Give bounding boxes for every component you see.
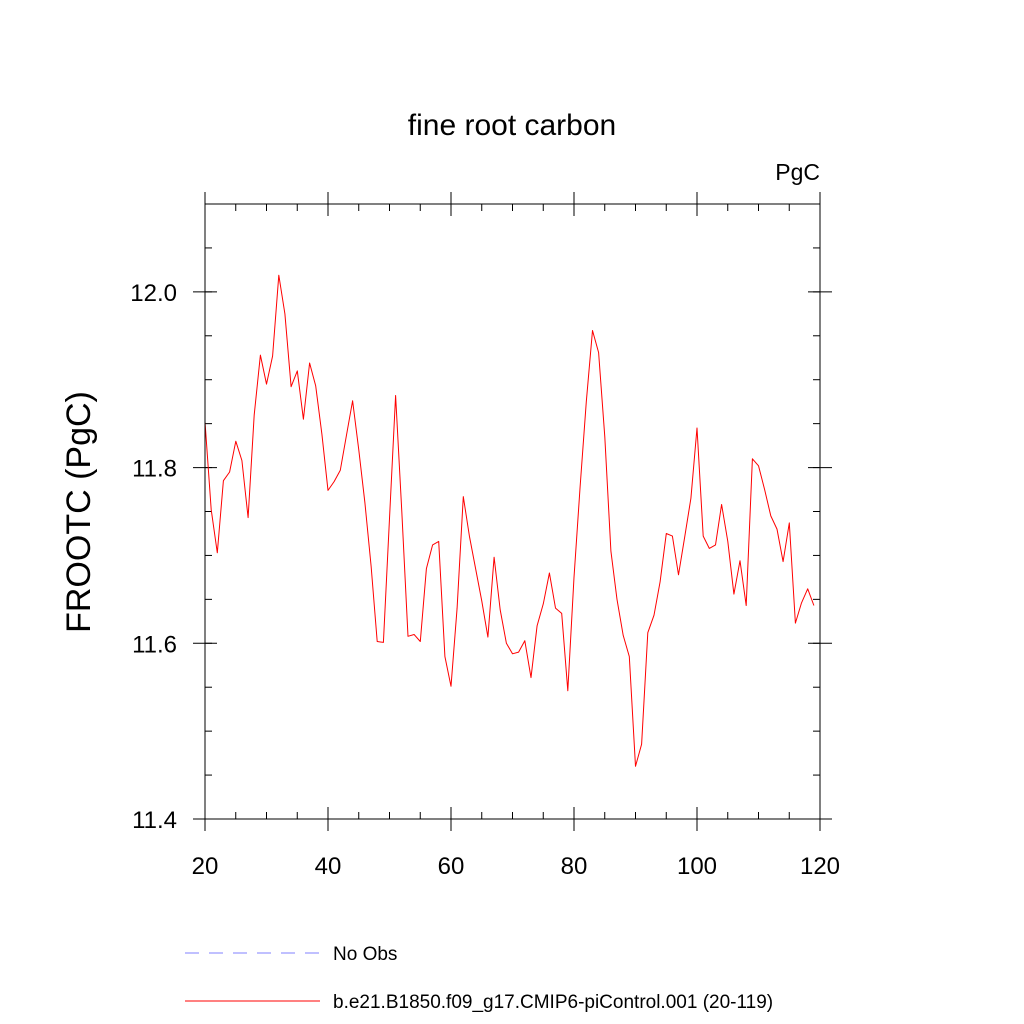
series-line (204, 274, 815, 767)
y-tick-label: 11.6 (132, 631, 177, 658)
axis-ticks (193, 192, 832, 831)
x-tick-label: 60 (438, 853, 465, 880)
legend-label-no-obs: No Obs (333, 944, 397, 965)
x-tick-label: 80 (561, 853, 588, 880)
units-label: PgC (775, 159, 820, 185)
y-tick-label: 11.8 (132, 456, 177, 483)
y-tick-label: 12.0 (130, 280, 177, 307)
series-layer (204, 274, 815, 767)
x-tick-label: 40 (315, 853, 342, 880)
x-tick-label: 20 (192, 853, 219, 880)
chart-title: fine root carbon (408, 109, 616, 142)
plot-frame (204, 203, 821, 820)
legend-label-control: b.e21.B1850.f09_g17.CMIP6-piControl.001 … (333, 992, 773, 1013)
x-tick-label: 120 (800, 853, 840, 880)
tick-labels: 20 40 60 80 100 120 11.4 11.6 11.8 12.0 (130, 280, 840, 880)
legend: No Obs b.e21.B1850.f09_g17.CMIP6-piContr… (185, 944, 773, 1013)
x-tick-label: 100 (677, 853, 717, 880)
y-tick-label: 11.4 (132, 807, 177, 834)
y-axis-label: FROOTC (PgC) (60, 391, 98, 633)
